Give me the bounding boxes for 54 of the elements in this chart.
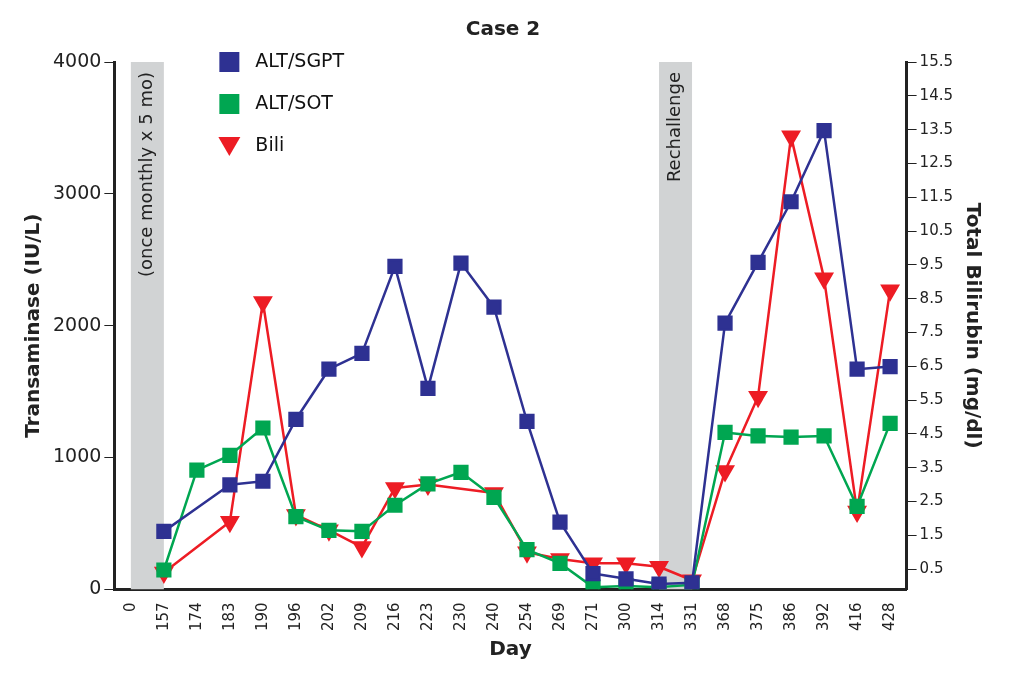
y2-axis-title: Total Bilirubin (mg/dl) <box>961 202 986 449</box>
y2-tick-label: 3.5 <box>919 457 944 476</box>
x-tick-label: 209 <box>351 602 370 632</box>
x-tick-label: 331 <box>681 602 700 632</box>
band-label: Rechallenge <box>663 72 685 183</box>
x-tick-label: 314 <box>648 602 667 632</box>
x-tick-label: 174 <box>186 602 205 632</box>
legend-label: ALT/SOT <box>255 90 334 113</box>
x-tick-label: 223 <box>417 602 436 632</box>
x-tick-label: 392 <box>813 602 832 632</box>
x-tick-label: 196 <box>285 602 304 632</box>
x-tick-label: 368 <box>714 602 733 632</box>
y-tick-label: 2000 <box>52 312 102 335</box>
y2-tick-label: 8.5 <box>919 288 944 307</box>
band-label: (once monthly x 5 mo) <box>135 72 157 278</box>
x-tick-label: 230 <box>450 602 469 632</box>
x-tick-label: 271 <box>582 602 601 632</box>
y2-tick-label: 2.5 <box>919 491 944 510</box>
legend-label: ALT/SGPT <box>255 48 345 71</box>
x-tick-label: 202 <box>318 602 337 632</box>
x-tick-label: 240 <box>483 602 502 632</box>
x-tick-label: 190 <box>252 602 271 632</box>
x-tick-label: 254 <box>516 602 535 632</box>
y-axis-title: Transaminase (IU/L) <box>20 213 45 438</box>
y2-tick-label: 9.5 <box>919 254 944 273</box>
x-tick-label: 386 <box>780 602 799 632</box>
y2-tick-label: 11.5 <box>919 187 954 206</box>
x-axis-title: Day <box>489 636 532 661</box>
x-tick-label: 269 <box>549 602 568 632</box>
y2-tick-label: 14.5 <box>919 85 954 104</box>
x-tick-label: 157 <box>153 602 172 632</box>
y-tick-label: 4000 <box>52 48 102 71</box>
y2-tick-label: 10.5 <box>919 220 954 239</box>
y2-tick-label: 15.5 <box>919 51 954 70</box>
chart-title: Case 2 <box>465 16 541 41</box>
x-tick-label: 428 <box>879 602 898 632</box>
y2-tick-label: 6.5 <box>919 356 944 375</box>
x-tick-label: 416 <box>846 602 865 632</box>
x-tick-label: 216 <box>384 602 403 632</box>
y2-tick-label: 0.5 <box>919 558 944 577</box>
x-tick-label: 300 <box>615 602 634 632</box>
x-tick-label: 0 <box>120 602 139 612</box>
y-tick-label: 3000 <box>52 180 102 203</box>
y2-tick-label: 12.5 <box>919 153 954 172</box>
y2-tick-label: 5.5 <box>919 389 944 408</box>
x-tick-label: 375 <box>747 602 766 632</box>
x-tick-label: 183 <box>219 602 238 632</box>
y2-tick-label: 13.5 <box>919 119 954 138</box>
y-tick-label: 1000 <box>52 444 102 467</box>
y2-tick-label: 7.5 <box>919 322 944 341</box>
legend-label: Bili <box>255 132 285 155</box>
y-tick-label: 0 <box>89 576 102 599</box>
y2-tick-label: 1.5 <box>919 525 944 544</box>
y2-tick-label: 4.5 <box>919 423 944 442</box>
